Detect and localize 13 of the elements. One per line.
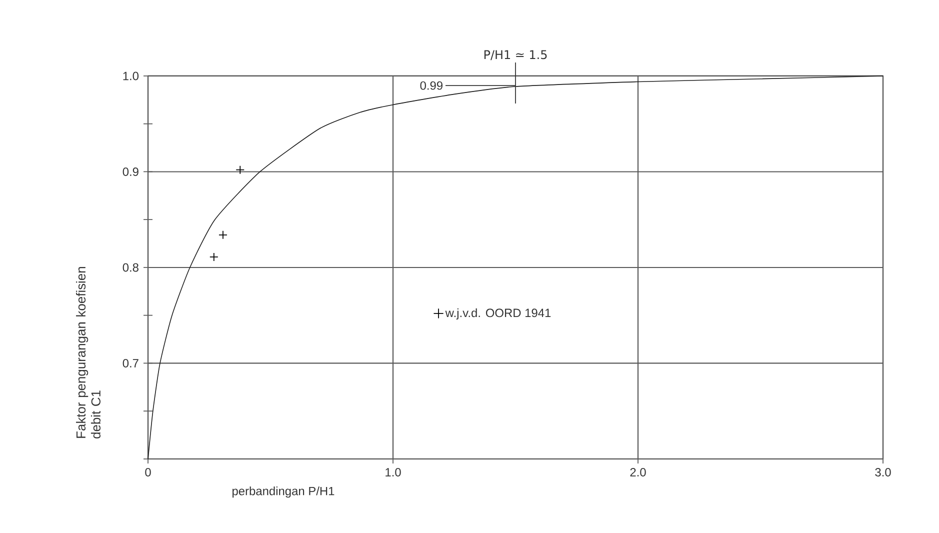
y-tick-label: 0.8 xyxy=(122,263,138,272)
x-tick-label: 2.0 xyxy=(630,468,646,476)
legend-label: w.j.v.d. OORD 1941 xyxy=(445,308,551,320)
annotation: 0.99 xyxy=(420,81,442,90)
y-tick-label: 0.9 xyxy=(122,168,138,176)
y-tick-label: 1.0 xyxy=(123,72,139,80)
annotation: P/H1 ≃ 1.5 xyxy=(484,50,547,60)
y-axis-title: Faktor pengurangan koefisien debit C1 xyxy=(76,267,100,438)
x-axis-title: perbandingan P/H1 xyxy=(232,486,334,498)
x-tick-label: 1.0 xyxy=(386,468,401,476)
y-tick-label: 0.7 xyxy=(122,359,138,368)
x-tick-label: 3.0 xyxy=(875,468,891,476)
x-tick-label: 0 xyxy=(145,468,151,476)
